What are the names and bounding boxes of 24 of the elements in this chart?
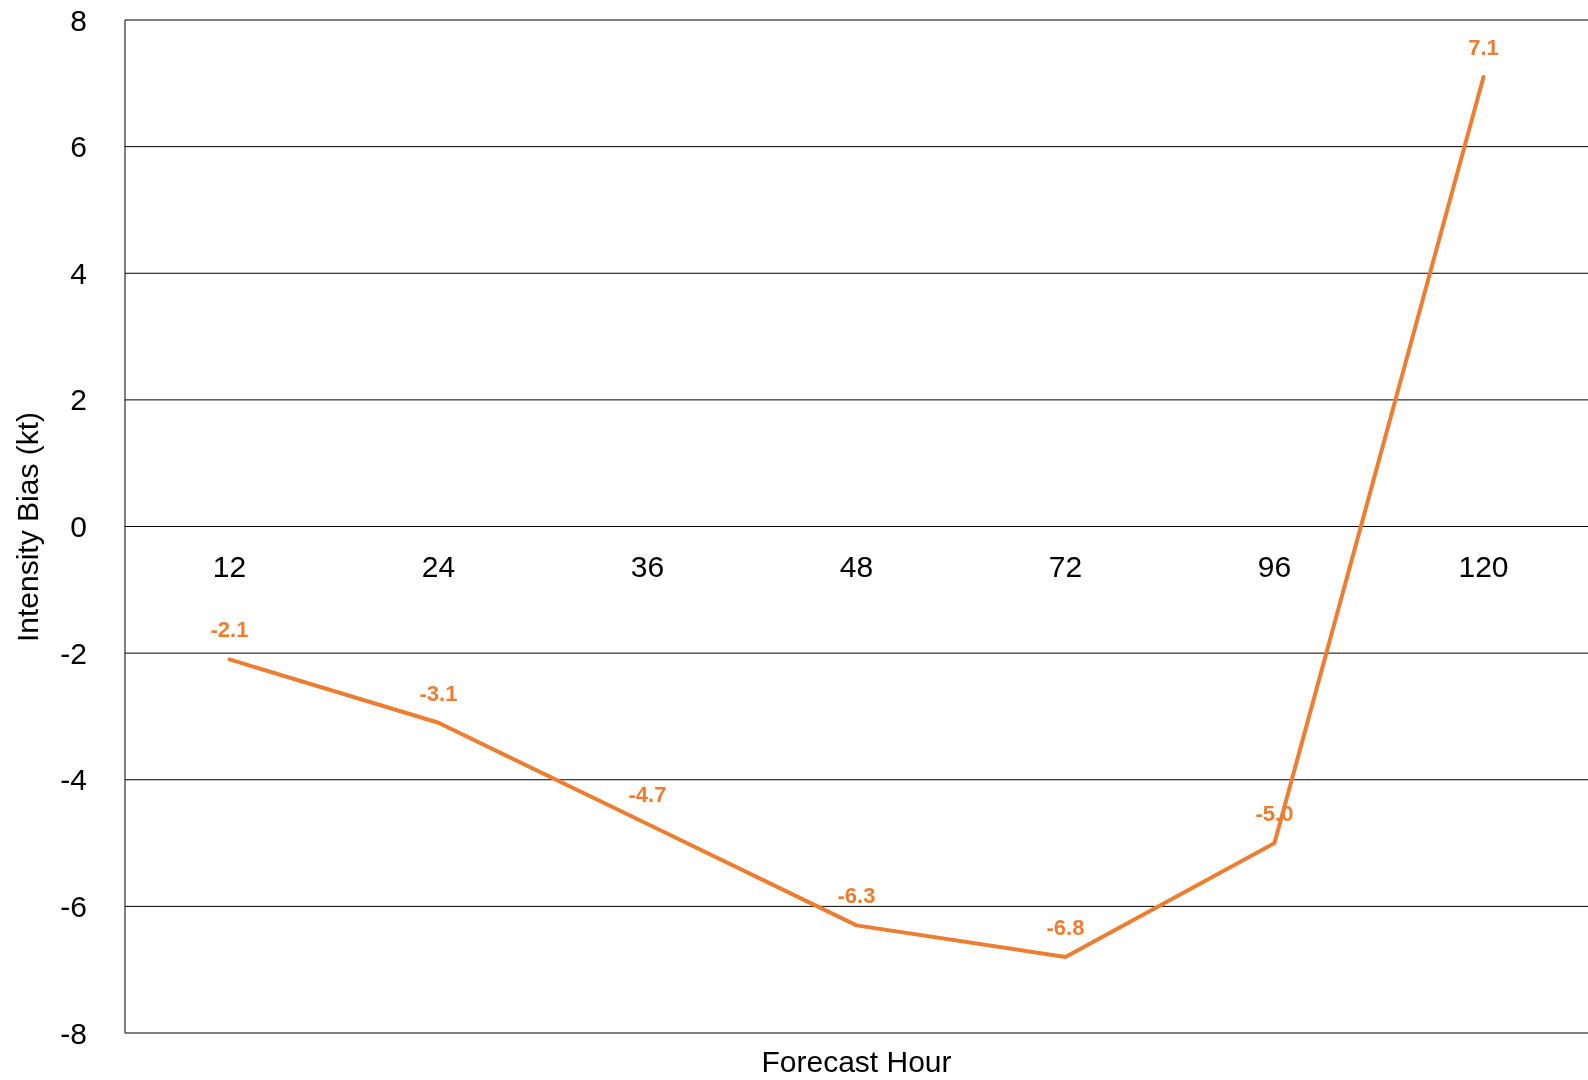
- data-label: -6.3: [837, 883, 876, 909]
- data-label: -2.1: [210, 617, 249, 643]
- y-tick-label: -6: [60, 889, 87, 923]
- x-tick-label: 120: [1458, 549, 1509, 583]
- y-tick-label: -4: [60, 763, 87, 797]
- x-tick-label: 72: [1048, 549, 1083, 583]
- y-axis-title: Intensity Bias (kt): [11, 411, 44, 643]
- data-label: -4.7: [628, 782, 667, 808]
- y-tick-label: 2: [70, 383, 87, 417]
- x-tick-label: 96: [1257, 549, 1292, 583]
- data-label: 7.1: [1468, 34, 1499, 60]
- x-tick-label: 48: [839, 549, 874, 583]
- y-tick-label: -8: [60, 1016, 87, 1050]
- data-label: -3.1: [419, 680, 458, 706]
- x-tick-label: 36: [630, 549, 665, 583]
- y-tick-label: 0: [70, 510, 87, 543]
- x-tick-label: 24: [421, 549, 456, 583]
- y-tick-label: 8: [70, 3, 87, 37]
- x-axis-title: Forecast Hour: [761, 1045, 952, 1078]
- y-tick-label: 6: [70, 130, 87, 164]
- data-label: -6.8: [1046, 915, 1085, 941]
- x-tick-label: 12: [212, 549, 247, 583]
- y-tick-label: -2: [60, 636, 87, 670]
- y-tick-label: 4: [70, 256, 87, 290]
